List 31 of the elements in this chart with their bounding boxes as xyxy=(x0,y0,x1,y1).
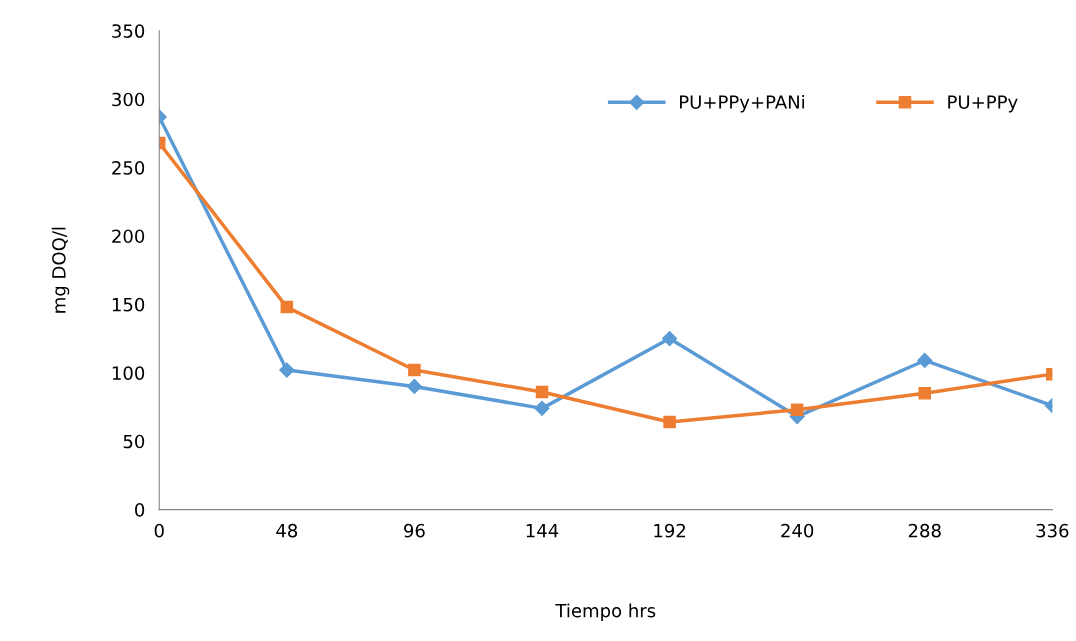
point xyxy=(280,300,294,314)
y-tick-label: 350 xyxy=(112,24,145,38)
y-tick-label: 150 xyxy=(112,297,145,312)
legend-label: PU+PPy xyxy=(948,95,1018,113)
x-tick-label: 0 xyxy=(154,523,164,538)
point xyxy=(663,415,676,429)
x-tick-label: 336 xyxy=(1036,523,1069,538)
x-tick-label: 48 xyxy=(276,523,298,538)
point xyxy=(534,400,550,416)
point xyxy=(917,352,933,369)
x-tick-label: 144 xyxy=(526,524,559,538)
point xyxy=(790,403,804,416)
x-tick-label: 192 xyxy=(654,523,685,538)
x-tick-label: 240 xyxy=(781,523,814,538)
legend-label: PU+PPy+PANi xyxy=(680,94,804,113)
point xyxy=(535,385,549,399)
x-axis-title: Tiempo hrs xyxy=(555,603,656,621)
point xyxy=(408,363,421,377)
y-tick-label: 250 xyxy=(112,161,145,175)
y-tick-label: 100 xyxy=(112,366,145,380)
y-tick-label: 50 xyxy=(123,434,145,449)
point xyxy=(406,378,422,395)
point xyxy=(662,331,678,347)
y-tick-label: 200 xyxy=(112,229,145,244)
y-tick-label: 0 xyxy=(135,503,145,517)
x-tick-label: 96 xyxy=(404,523,425,538)
point xyxy=(918,387,931,400)
y-tick-label: 300 xyxy=(112,92,145,107)
y-axis-title: mg DOQ/l xyxy=(51,227,70,313)
point xyxy=(279,362,295,378)
x-tick-label: 288 xyxy=(908,523,941,538)
